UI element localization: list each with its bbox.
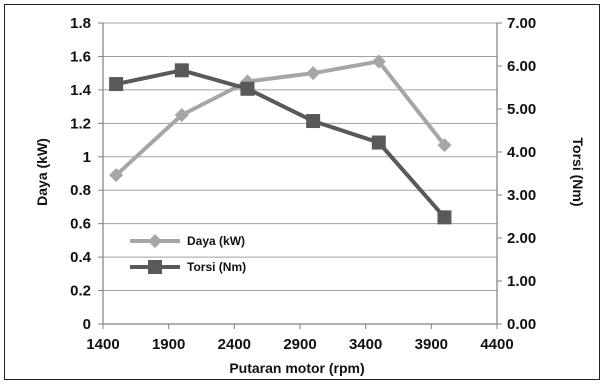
torsi-point-3 xyxy=(306,114,321,129)
y-right-tick-label: 4.00 xyxy=(507,144,536,161)
y-right-tick-label: 3.00 xyxy=(507,187,536,204)
y-right-tick-label: 1.00 xyxy=(507,273,536,290)
series-group xyxy=(109,54,452,225)
daya-point-4 xyxy=(371,54,386,69)
torsi-point-1 xyxy=(174,63,189,78)
y-left-tick-label: 0.6 xyxy=(70,216,91,233)
y-right-tick-labels: 0.00 1.00 2.00 3.00 4.00 5.00 6.00 7.00 xyxy=(507,15,536,333)
y-right-tick-label: 2.00 xyxy=(507,230,536,247)
x-tick-label: 3900 xyxy=(415,336,448,353)
y-left-tick-labels: 0 0.2 0.4 0.6 0.8 1 1.2 1.4 1.6 1.8 xyxy=(70,15,92,333)
x-tick-label: 4400 xyxy=(480,336,513,353)
x-tick-label: 2900 xyxy=(283,336,316,353)
torsi-point-0 xyxy=(109,77,124,92)
legend-marker-torsi xyxy=(148,260,162,274)
torsi-point-2 xyxy=(240,81,255,96)
x-tick-label: 1400 xyxy=(86,336,119,353)
x-tick-labels: 1400 1900 2400 2900 3400 3900 4400 xyxy=(86,336,513,353)
legend-label-torsi: Torsi (Nm) xyxy=(187,260,246,274)
gridlines xyxy=(103,22,497,292)
y-left-tick-label: 0 xyxy=(83,316,91,333)
legend-label-daya: Daya (kW) xyxy=(187,234,245,248)
legend: Daya (kW) Torsi (Nm) xyxy=(130,234,246,274)
torsi-point-4 xyxy=(371,135,386,150)
daya-point-1 xyxy=(174,107,189,122)
series-line-daya xyxy=(114,59,447,177)
y-right-axis-title: Torsi (Nm) xyxy=(570,138,586,207)
y-left-tick-label: 1.2 xyxy=(70,115,91,132)
y-right-tick-label: 0.00 xyxy=(507,316,536,333)
y-left-tick-label: 1 xyxy=(83,149,91,166)
y-right-tick-label: 6.00 xyxy=(507,58,536,75)
y-right-tick-label: 5.00 xyxy=(507,101,536,118)
daya-point-5 xyxy=(437,138,452,153)
axes xyxy=(98,22,502,329)
y-left-tick-label: 0.2 xyxy=(70,283,91,300)
x-tick-label: 1900 xyxy=(152,336,185,353)
daya-point-3 xyxy=(306,66,321,81)
x-tick-label: 3400 xyxy=(349,336,382,353)
y-left-axis-title: Daya (kW) xyxy=(34,138,50,206)
x-axis-title: Putaran motor (rpm) xyxy=(229,360,364,376)
y-left-tick-label: 0.4 xyxy=(70,249,92,266)
y-left-tick-label: 1.6 xyxy=(70,48,91,65)
daya-point-0 xyxy=(109,168,124,183)
series-line-torsi xyxy=(115,68,446,219)
y-left-tick-label: 0.8 xyxy=(70,182,91,199)
y-left-tick-label: 1.4 xyxy=(70,82,92,99)
torsi-point-5 xyxy=(437,210,452,225)
y-right-tick-label: 7.00 xyxy=(507,15,536,32)
y-left-tick-label: 1.8 xyxy=(70,15,91,32)
legend-marker-daya xyxy=(148,234,162,248)
x-tick-label: 2400 xyxy=(218,336,251,353)
